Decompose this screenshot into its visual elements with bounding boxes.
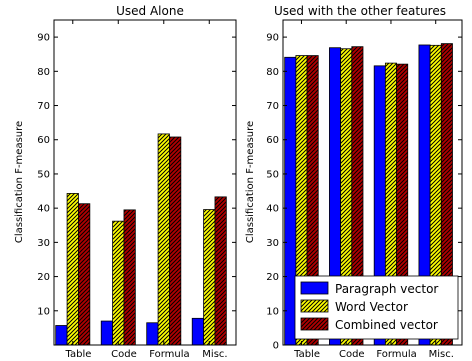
bar-word-vector	[203, 209, 216, 346]
y-tick-label: 30	[266, 238, 279, 249]
y-tick-label: 60	[37, 135, 50, 146]
bar-combined-vector	[78, 203, 91, 346]
legend-label: Word Vector	[335, 300, 408, 314]
chart-used-alone: Used Alone Classification F-measure 10 20…	[14, 4, 237, 360]
y-tick-label: 70	[266, 101, 279, 112]
y-tick-label: 50	[266, 169, 279, 180]
y-axis-label: Classification F-measure	[245, 121, 256, 243]
legend: Paragraph vector Word Vector Combined vect…	[294, 275, 459, 340]
plot-area: 0 10 20 30 40 50 60 70 80 90 Table Code Formula Misc.	[266, 19, 463, 360]
y-axis-label: Classification F-measure	[14, 121, 25, 243]
chart-used-with-other-features: Used with the other features Classificat…	[245, 4, 463, 360]
y-tick-label: 20	[266, 272, 279, 283]
y-tick-label: 60	[266, 135, 279, 146]
legend-swatch	[300, 299, 329, 313]
legend-label: Combined vector	[335, 318, 438, 332]
chart-title: Used Alone	[116, 4, 184, 18]
y-tick-label: 0	[273, 341, 279, 352]
bar-paragraph-vector	[55, 325, 68, 346]
bar-combined-vector	[169, 136, 182, 346]
x-tick-label: Misc.	[202, 349, 227, 360]
axes-frame	[282, 19, 463, 346]
x-tick-label: Table	[293, 349, 320, 360]
bar-paragraph-vector	[284, 56, 297, 346]
x-tick-label: Code	[111, 349, 137, 360]
bar-combined-vector	[123, 209, 136, 346]
y-tick-label: 20	[37, 272, 50, 283]
y-tick-label: 10	[266, 306, 279, 317]
y-tick-label: 40	[37, 204, 50, 215]
y-tick-label: 30	[37, 238, 50, 249]
bar-word-vector	[157, 133, 170, 346]
bar-paragraph-vector	[191, 317, 204, 346]
x-tick-label: Formula	[376, 349, 416, 360]
legend-swatch	[300, 317, 329, 331]
x-tick-label: Misc.	[429, 349, 454, 360]
y-tick-label: 10	[37, 306, 50, 317]
bar-word-vector	[112, 220, 125, 346]
bar-word-vector	[66, 193, 79, 346]
legend-label: Paragraph vector	[335, 282, 438, 296]
y-tick-label: 80	[37, 67, 50, 78]
plot-area: 10 20 30 40 50 60 70 80 90 Table Code Formula Misc.	[37, 19, 237, 360]
bar-paragraph-vector	[100, 320, 113, 346]
legend-swatch	[300, 281, 329, 295]
y-tick-label: 40	[266, 204, 279, 215]
y-tick-label: 80	[266, 67, 279, 78]
bar-paragraph-vector	[146, 322, 159, 346]
x-tick-label: Table	[65, 349, 92, 360]
chart-title: Used with the other features	[274, 4, 446, 18]
y-tick-label: 90	[37, 33, 50, 44]
x-tick-label: Formula	[149, 349, 189, 360]
y-tick-label: 70	[37, 101, 50, 112]
bar-combined-vector	[214, 196, 227, 346]
y-tick-label: 90	[266, 33, 279, 44]
x-tick-label: Code	[339, 349, 365, 360]
axes-frame	[53, 19, 237, 346]
y-tick-label: 50	[37, 169, 50, 180]
